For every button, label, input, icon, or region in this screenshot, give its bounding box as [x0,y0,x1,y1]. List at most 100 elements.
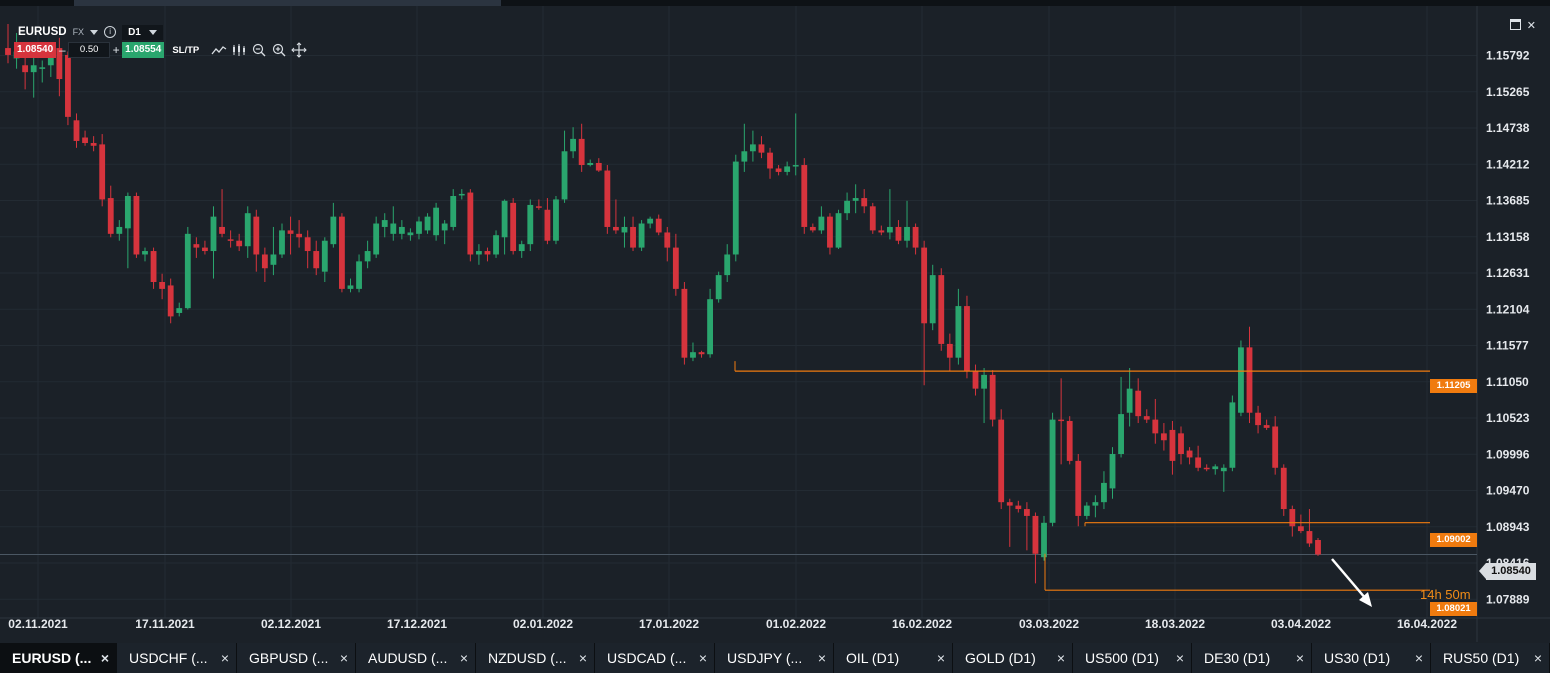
close-tab-icon[interactable]: × [100,650,109,666]
close-tab-icon[interactable]: × [698,650,707,666]
candle-body [1101,482,1107,503]
tab-usdchf[interactable]: USDCHF (... × [117,643,237,673]
close-tab-icon[interactable]: × [1533,650,1542,666]
close-tab-icon[interactable]: × [1414,650,1423,666]
candle-body [347,285,354,289]
candle-body [227,239,234,241]
price-line-label[interactable]: 1.11205 [1430,379,1477,393]
y-tick-label: 1.13685 [1486,194,1530,208]
y-tick-label: 1.11050 [1486,375,1529,389]
close-icon[interactable]: ✕ [1526,20,1536,32]
candle-body [1186,450,1193,458]
candle-body [433,207,440,236]
info-icon[interactable]: i [104,26,117,38]
candle-body [304,237,311,252]
crosshair-icon[interactable] [289,42,309,58]
timeframe-select[interactable]: D1 [122,24,163,40]
candle-body [1152,419,1159,434]
candle-body [150,251,157,282]
tab-gold[interactable]: GOLD (D1) × [953,643,1073,673]
candle-body [955,306,962,358]
candle-body [167,285,174,317]
sell-button[interactable]: 1.08540 [14,42,57,58]
symbol-dropdown-icon[interactable] [90,29,99,35]
scrollbar-thumb[interactable] [74,0,501,6]
candle-body [535,206,542,208]
candle-body [193,244,200,248]
tab-usdjpy[interactable]: USDJPY (... × [715,643,834,673]
candle-body [861,198,868,207]
candle-body [107,198,114,234]
candle-body [929,275,936,324]
candle-body [321,240,328,272]
increase-quantity-button[interactable]: + [112,43,120,57]
close-tab-icon[interactable]: × [339,650,348,666]
price-chart[interactable]: 1.15792 1.15265 1.14738 1.14212 1.13685 1.131… [0,6,1550,642]
x-tick-label: 17.01.2022 [639,617,699,631]
tab-label: US500 (D1) [1085,650,1159,666]
candle-body [124,195,131,229]
tab-us30[interactable]: US30 (D1) × [1312,643,1431,673]
tab-usdcad[interactable]: USDCAD (... × [595,643,715,673]
candle-body [159,281,166,289]
close-tab-icon[interactable]: × [459,650,468,666]
candle-body [1263,425,1270,428]
candle-body [467,192,474,255]
candle-body [65,54,71,117]
price-line-label[interactable]: 1.08021 [1430,602,1477,616]
chart-toolbar: EURUSD FX i D1 [18,22,163,42]
close-tab-icon[interactable]: × [220,650,229,666]
candle-body [381,220,388,227]
tab-de30[interactable]: DE30 (D1) × [1192,643,1312,673]
candle-body [690,352,696,358]
candle-body [116,226,123,234]
candle-body [587,162,594,166]
sltp-button[interactable]: SL/TP [172,44,200,56]
trend-arrow-head [1359,592,1372,607]
candle-body [1135,390,1142,417]
quantity-input[interactable]: 0.50 [68,42,111,58]
window-controls: ✕ [1509,19,1536,32]
candle-body [698,352,705,355]
candle-body [1212,466,1219,470]
close-tab-icon[interactable]: × [1056,650,1065,666]
tab-us500[interactable]: US500 (D1) × [1073,643,1192,673]
tab-audusd[interactable]: AUDUSD (... × [356,643,476,673]
candle-body [1143,416,1150,420]
y-tick-label: 1.15265 [1486,85,1530,99]
candle-body [1066,420,1073,461]
candle-body [767,152,773,169]
maximize-icon[interactable] [1509,19,1521,30]
indicators-icon[interactable] [229,42,249,58]
market-label: FX [72,27,85,37]
x-tick-label: 02.11.2021 [8,617,68,631]
close-tab-icon[interactable]: × [936,650,945,666]
close-tab-icon[interactable]: × [817,650,826,666]
candle-body [510,202,517,252]
price-line-label[interactable]: 1.09002 [1430,533,1477,547]
candle-body [1272,426,1279,468]
tab-nzdusd[interactable]: NZDUSD (... × [476,643,595,673]
tab-oil[interactable]: OIL (D1) × [834,643,953,673]
top-scrollbar[interactable] [0,0,1550,6]
close-tab-icon[interactable]: × [1295,650,1304,666]
close-tab-icon[interactable]: × [578,650,587,666]
zoom-out-icon[interactable] [249,42,269,58]
decrease-quantity-button[interactable]: – [58,43,66,57]
symbol-tabs: EURUSD (... × USDCHF (... × GBPUSD (... × AUDU… [0,643,1550,673]
close-tab-icon[interactable]: × [1175,650,1184,666]
buy-button[interactable]: 1.08554 [122,42,165,58]
y-tick-label: 1.15792 [1486,49,1530,63]
candle-body [73,120,80,141]
line-chart-icon[interactable] [209,42,229,58]
zoom-in-icon[interactable] [269,42,289,58]
candle-body [518,244,525,252]
tab-rus50[interactable]: RUS50 (D1) × [1431,643,1550,673]
y-tick-label: 1.12104 [1486,302,1530,316]
tab-gbpusd[interactable]: GBPUSD (... × [237,643,356,673]
candle-body [775,168,782,172]
tab-label: USDJPY (... [727,650,803,666]
tab-eurusd[interactable]: EURUSD (... × [0,643,117,673]
y-tick-label: 1.13158 [1486,230,1530,244]
x-tick-label: 02.12.2021 [261,617,321,631]
